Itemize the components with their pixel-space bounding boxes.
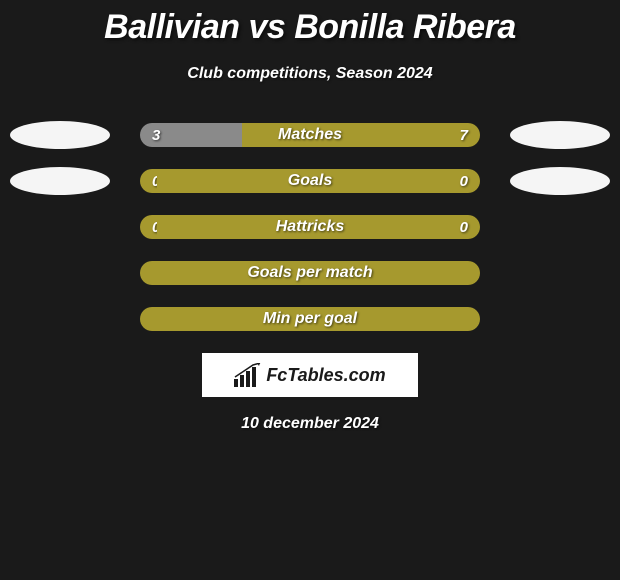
page-title: Ballivian vs Bonilla Ribera (0, 8, 620, 47)
stat-bar-left: 0 (140, 169, 157, 193)
stat-value-right: 0 (460, 219, 468, 236)
brand-box: FcTables.com (202, 353, 418, 397)
player-badge-left (10, 305, 110, 333)
stat-row: 37Matches (0, 123, 620, 147)
player-badge-right (510, 167, 610, 195)
stat-bar-right: 0 (157, 215, 480, 239)
chart-icon (234, 363, 262, 387)
stat-bar: 00 (140, 215, 480, 239)
stat-row: 00Hattricks (0, 215, 620, 239)
date-text: 10 december 2024 (0, 415, 620, 433)
stat-label: Min per goal (263, 310, 357, 328)
stat-row: 00Goals (0, 169, 620, 193)
brand-text: FcTables.com (266, 365, 385, 386)
stat-bar: 37 (140, 123, 480, 147)
stat-label: Goals per match (247, 264, 372, 282)
stat-row: Goals per match (0, 261, 620, 285)
stats-area: 37Matches00Goals00HattricksGoals per mat… (0, 123, 620, 331)
stat-value-left: 3 (152, 127, 160, 144)
stat-bar: 00 (140, 169, 480, 193)
player-badge-right (510, 213, 610, 241)
stat-bar-left: 0 (140, 215, 157, 239)
stat-bar-left: 3 (140, 123, 242, 147)
player-badge-left (10, 121, 110, 149)
player-badge-right (510, 121, 610, 149)
stat-bar: Goals per match (140, 261, 480, 285)
player-badge-right (510, 305, 610, 333)
player-badge-left (10, 213, 110, 241)
player-badge-right (510, 259, 610, 287)
stat-value-right: 7 (460, 127, 468, 144)
stat-row: Min per goal (0, 307, 620, 331)
stat-bar: Min per goal (140, 307, 480, 331)
stat-bar-right: 7 (242, 123, 480, 147)
player-badge-left (10, 259, 110, 287)
player-badge-left (10, 167, 110, 195)
subtitle: Club competitions, Season 2024 (0, 65, 620, 83)
stat-value-right: 0 (460, 173, 468, 190)
stat-bar-right: 0 (157, 169, 480, 193)
comparison-infographic: Ballivian vs Bonilla Ribera Club competi… (0, 0, 620, 433)
